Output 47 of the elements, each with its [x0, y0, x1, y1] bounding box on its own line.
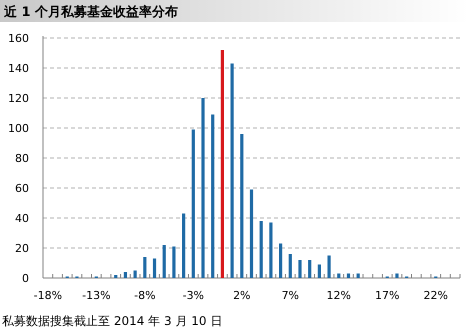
bar: [298, 260, 302, 278]
x-tick-label: 22%: [424, 289, 448, 302]
y-tick-label: 80: [15, 152, 29, 165]
bar: [201, 98, 205, 278]
bar: [162, 245, 166, 278]
bar: [230, 64, 234, 278]
x-tick-label: -13%: [82, 289, 111, 302]
text: 私募数据搜集截止至 2014 年 3 月 10 日: [2, 314, 222, 328]
y-tick-label: 20: [15, 242, 29, 255]
y-tick-label: 140: [8, 62, 29, 75]
bar: [395, 274, 399, 278]
y-tick-label: 100: [8, 122, 29, 135]
bar: [124, 272, 128, 278]
bar: [308, 260, 312, 278]
y-tick-label: 40: [15, 212, 29, 225]
bar: [211, 114, 214, 278]
x-tick-label: -3%: [182, 289, 204, 302]
bar: [114, 275, 118, 278]
bar: [152, 258, 156, 278]
bar: [346, 274, 350, 278]
bar: [240, 134, 244, 278]
bar: [318, 264, 321, 278]
bar: [260, 221, 263, 278]
bar: [356, 274, 360, 278]
bar: [327, 256, 331, 278]
bar: [134, 270, 137, 278]
bar: [337, 274, 340, 278]
y-tick-label: 60: [15, 182, 29, 195]
x-tick-label: 7%: [282, 289, 300, 302]
bar: [220, 50, 224, 278]
bar: [192, 130, 195, 278]
chart-title: 近 1 个月私募基金收益率分布: [3, 4, 178, 20]
bar: [278, 244, 282, 278]
bar: [143, 257, 146, 278]
x-tick-label: 17%: [375, 289, 400, 302]
x-tick-label: 12%: [326, 289, 352, 302]
x-tick-label: 2%: [233, 289, 251, 302]
x-tick-label: -8%: [134, 289, 156, 302]
y-tick-label: 160: [8, 32, 29, 45]
x-tick-label: -18%: [34, 289, 62, 302]
y-tick-label: 120: [8, 92, 29, 105]
bar: [288, 254, 292, 278]
bar: [182, 214, 186, 278]
bar: [269, 222, 272, 278]
bar: [172, 246, 176, 278]
y-tick-label: 0: [22, 272, 29, 285]
bar: [250, 190, 254, 278]
